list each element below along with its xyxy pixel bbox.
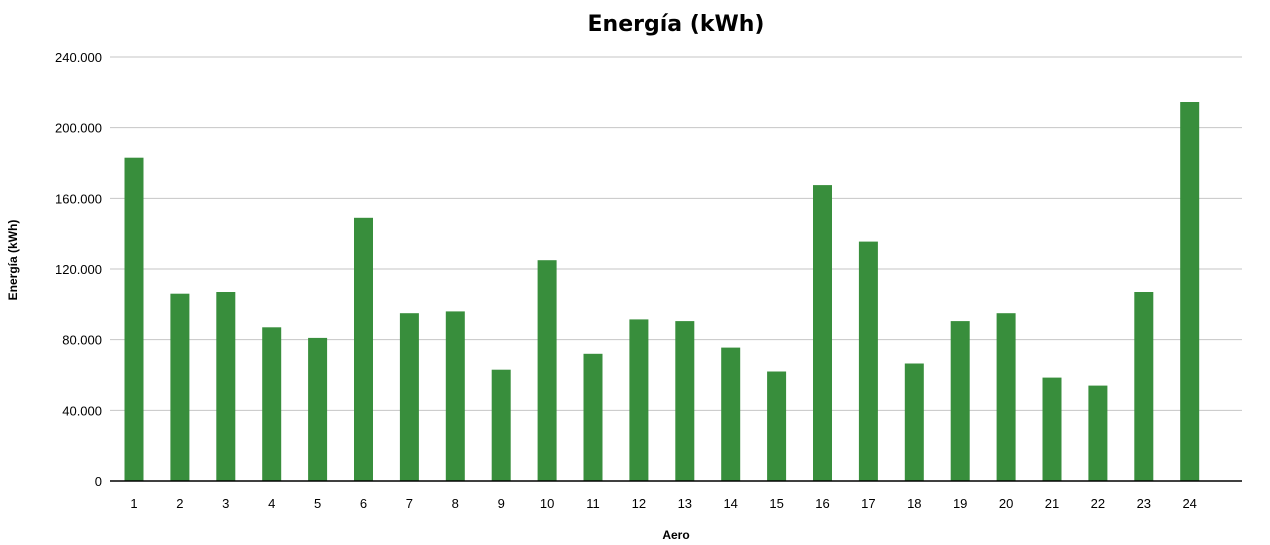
x-tick-label: 11 bbox=[586, 496, 600, 511]
x-tick-label: 19 bbox=[953, 496, 967, 511]
bar-aero-24 bbox=[1180, 102, 1200, 481]
x-tick-label: 12 bbox=[632, 496, 646, 511]
bar-aero-16 bbox=[813, 185, 832, 481]
x-tick-label: 22 bbox=[1091, 496, 1105, 511]
x-tick-label: 1 bbox=[130, 496, 137, 511]
x-tick-label: 8 bbox=[452, 496, 459, 511]
y-tick-label: 40.000 bbox=[62, 403, 102, 418]
y-tick-label: 120.000 bbox=[55, 262, 102, 277]
x-tick-label: 24 bbox=[1182, 496, 1196, 511]
bar-aero-11 bbox=[583, 353, 603, 481]
bar-aero-4 bbox=[262, 327, 282, 481]
y-tick-label: 240.000 bbox=[55, 50, 102, 65]
bar-aero-9 bbox=[491, 369, 511, 481]
x-tick-label: 6 bbox=[360, 496, 367, 511]
x-tick-label: 20 bbox=[999, 496, 1013, 511]
bar-aero-13 bbox=[675, 321, 695, 481]
x-tick-label: 17 bbox=[861, 496, 875, 511]
bar-aero-19 bbox=[950, 321, 970, 481]
y-axis-tick-labels: 0 40.000 80.000 120.000 160.000 200.000 240.00… bbox=[55, 50, 102, 489]
y-tick-label: 160.000 bbox=[55, 191, 102, 206]
bar-aero-18 bbox=[904, 363, 924, 481]
bar-aero-23 bbox=[1134, 292, 1154, 481]
bar-aero-12 bbox=[629, 319, 649, 481]
bar-aero-5 bbox=[308, 337, 328, 481]
x-tick-label: 21 bbox=[1045, 496, 1059, 511]
x-tick-label: 15 bbox=[769, 496, 783, 511]
x-tick-label: 23 bbox=[1137, 496, 1151, 511]
x-tick-label: 14 bbox=[723, 496, 737, 511]
bar-aero-8 bbox=[445, 311, 465, 481]
x-tick-label: 7 bbox=[406, 496, 413, 511]
x-tick-label: 3 bbox=[222, 496, 229, 511]
x-tick-label: 9 bbox=[498, 496, 505, 511]
bar-aero-17 bbox=[858, 241, 878, 481]
x-tick-label: 4 bbox=[268, 496, 275, 511]
bar-aero-1 bbox=[124, 157, 144, 481]
chart-title: Energía (kWh) bbox=[588, 12, 765, 37]
bar-aero-15 bbox=[767, 371, 787, 481]
bar-aero-20 bbox=[996, 313, 1016, 481]
bar-aero-2 bbox=[170, 293, 190, 481]
bar-aero-10 bbox=[537, 260, 557, 481]
x-axis-tick-labels: 1 2 3 4 5 6 7 8 9 10 11 12 13 14 15 16 17 18 19 20 21 22 23 24 bbox=[130, 496, 1197, 511]
bar-aero-21 bbox=[1042, 377, 1062, 481]
bar-aero-22 bbox=[1088, 385, 1108, 481]
y-tick-label: 0 bbox=[95, 474, 102, 489]
bar-aero-3 bbox=[216, 292, 236, 481]
x-tick-label: 13 bbox=[678, 496, 692, 511]
x-tick-label: 5 bbox=[314, 496, 321, 511]
x-tick-label: 2 bbox=[176, 496, 183, 511]
bar-aero-7 bbox=[399, 313, 419, 481]
x-tick-label: 18 bbox=[907, 496, 921, 511]
x-tick-label: 10 bbox=[540, 496, 554, 511]
x-axis-title: Aero bbox=[662, 528, 689, 542]
x-tick-label: 16 bbox=[815, 496, 829, 511]
y-axis-title: Energía (kWh) bbox=[6, 220, 20, 301]
bars bbox=[124, 102, 1200, 482]
y-tick-label: 200.000 bbox=[55, 121, 102, 136]
bar-aero-14 bbox=[721, 347, 741, 481]
y-tick-label: 80.000 bbox=[62, 333, 102, 348]
bar-aero-6 bbox=[354, 217, 373, 482]
